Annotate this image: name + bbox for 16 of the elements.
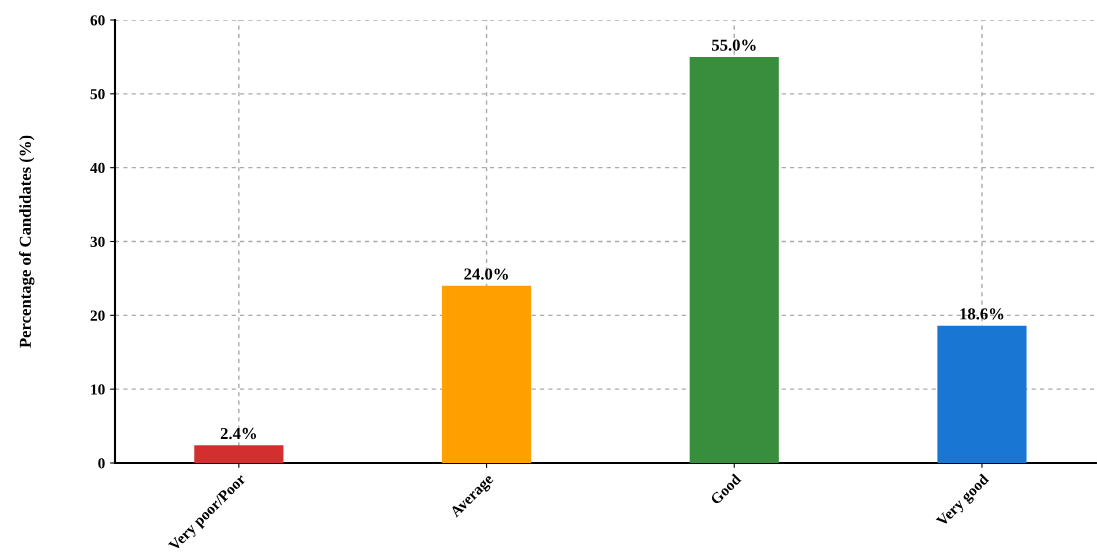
bar [937, 325, 1027, 463]
bar [689, 56, 779, 463]
data-label: 55.0% [712, 39, 756, 51]
bar [194, 445, 284, 463]
y-tick-label: 10 [91, 384, 105, 395]
y-tick-label: 30 [90, 236, 105, 247]
y-tick-label: 20 [90, 310, 105, 321]
data-label: 24.0% [464, 268, 508, 280]
y-tick-label: 40 [90, 162, 105, 174]
y-tick-label: 50 [90, 88, 105, 100]
y-tick-label: 60 [90, 15, 105, 26]
y-tick-label: 0 [98, 458, 105, 469]
y-axis-title: Percentage of Candidates (%) [19, 135, 35, 348]
bar [441, 285, 532, 463]
data-label: 18.6% [960, 308, 1004, 320]
data-label: 2.4% [220, 427, 257, 440]
